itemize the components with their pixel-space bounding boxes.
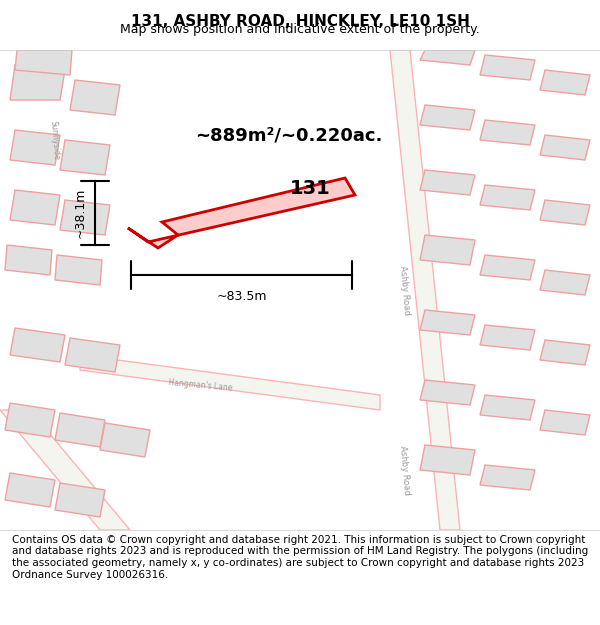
- Polygon shape: [5, 245, 52, 275]
- Polygon shape: [5, 473, 55, 507]
- Polygon shape: [480, 185, 535, 210]
- Text: Ashby Road: Ashby Road: [398, 265, 412, 315]
- Polygon shape: [0, 410, 130, 530]
- Polygon shape: [10, 65, 65, 100]
- Polygon shape: [420, 380, 475, 405]
- Polygon shape: [100, 423, 150, 457]
- Polygon shape: [420, 170, 475, 195]
- Polygon shape: [420, 235, 475, 265]
- Polygon shape: [420, 310, 475, 335]
- Polygon shape: [60, 200, 110, 235]
- Polygon shape: [480, 120, 535, 145]
- Polygon shape: [55, 483, 105, 517]
- Polygon shape: [540, 135, 590, 160]
- Text: Sunnyside: Sunnyside: [49, 120, 61, 160]
- Polygon shape: [80, 355, 380, 410]
- Polygon shape: [420, 445, 475, 475]
- Polygon shape: [480, 255, 535, 280]
- Polygon shape: [540, 200, 590, 225]
- Polygon shape: [480, 465, 535, 490]
- Text: 131: 131: [290, 179, 331, 198]
- Text: ~83.5m: ~83.5m: [216, 290, 267, 303]
- Polygon shape: [480, 325, 535, 350]
- Text: Map shows position and indicative extent of the property.: Map shows position and indicative extent…: [120, 23, 480, 36]
- Text: Contains OS data © Crown copyright and database right 2021. This information is : Contains OS data © Crown copyright and d…: [12, 535, 588, 579]
- Polygon shape: [10, 328, 65, 362]
- Polygon shape: [390, 50, 460, 530]
- Polygon shape: [5, 403, 55, 437]
- Polygon shape: [60, 140, 110, 175]
- Polygon shape: [480, 55, 535, 80]
- Polygon shape: [540, 340, 590, 365]
- Text: Hangman's Lane: Hangman's Lane: [167, 378, 232, 392]
- Polygon shape: [55, 413, 105, 447]
- Polygon shape: [10, 190, 60, 225]
- Text: ~889m²/~0.220ac.: ~889m²/~0.220ac.: [195, 126, 382, 144]
- Polygon shape: [10, 130, 60, 165]
- Polygon shape: [540, 70, 590, 95]
- Text: 131, ASHBY ROAD, HINCKLEY, LE10 1SH: 131, ASHBY ROAD, HINCKLEY, LE10 1SH: [131, 14, 469, 29]
- Polygon shape: [55, 255, 102, 285]
- Polygon shape: [15, 50, 72, 75]
- Polygon shape: [420, 105, 475, 130]
- Text: Ashby Road: Ashby Road: [398, 445, 412, 495]
- Polygon shape: [480, 395, 535, 420]
- Polygon shape: [540, 270, 590, 295]
- Polygon shape: [128, 178, 355, 248]
- Polygon shape: [65, 338, 120, 372]
- Polygon shape: [70, 80, 120, 115]
- Text: ~38.1m: ~38.1m: [74, 188, 87, 238]
- Polygon shape: [420, 50, 475, 65]
- Polygon shape: [540, 410, 590, 435]
